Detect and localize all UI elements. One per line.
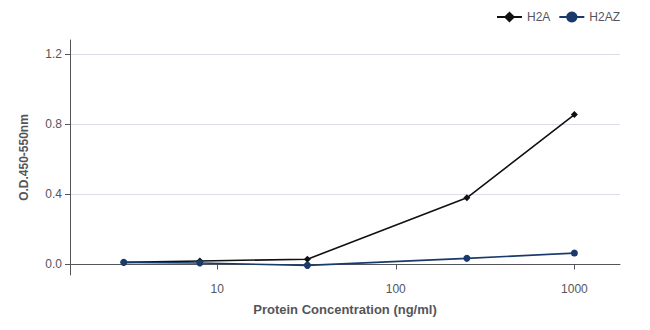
svg-text:1000: 1000 xyxy=(561,282,588,296)
svg-text:H2AZ: H2AZ xyxy=(589,10,620,24)
svg-text:0.8: 0.8 xyxy=(45,117,62,131)
svg-text:0.4: 0.4 xyxy=(45,187,62,201)
svg-text:Protein Concentration (ng/ml): Protein Concentration (ng/ml) xyxy=(253,302,436,317)
svg-text:100: 100 xyxy=(386,282,406,296)
svg-text:10: 10 xyxy=(210,282,224,296)
svg-text:0.0: 0.0 xyxy=(45,257,62,271)
svg-text:O.D.450-550nm: O.D.450-550nm xyxy=(17,114,31,201)
svg-text:1.2: 1.2 xyxy=(45,47,62,61)
svg-text:H2A: H2A xyxy=(527,10,550,24)
